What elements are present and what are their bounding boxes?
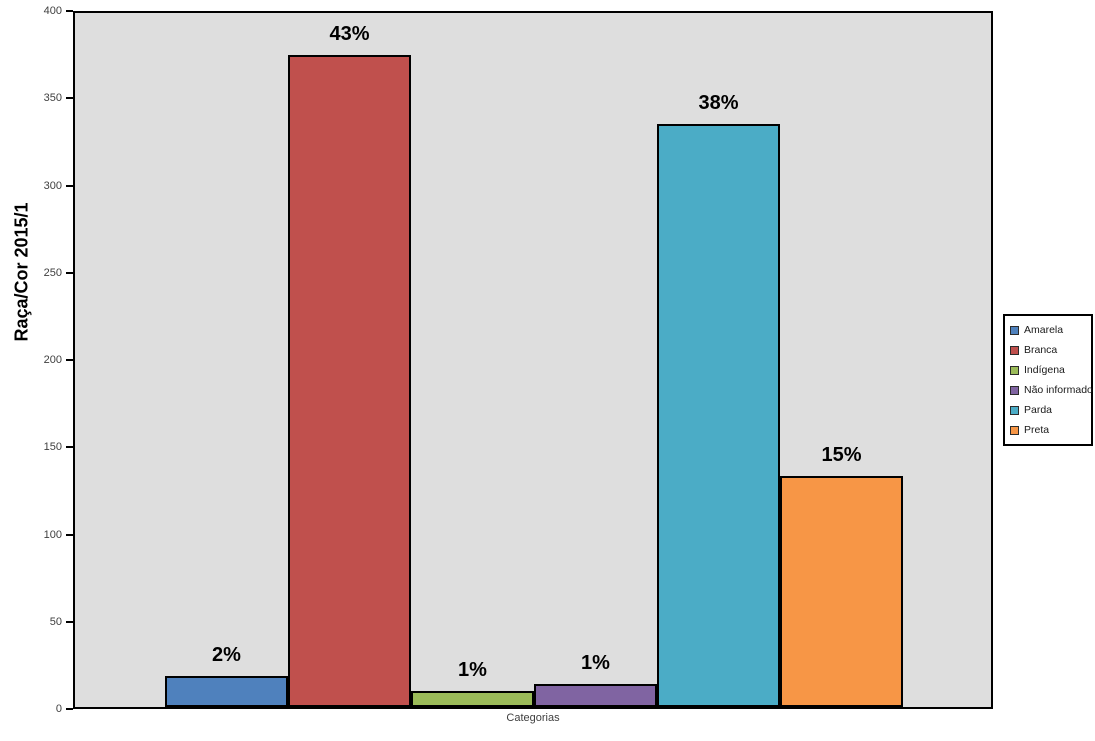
legend-swatch-icon [1010,345,1019,355]
legend-item-nao-informado: Não informado [1010,384,1093,396]
y-tick-label: 400 [43,5,62,17]
bar-value-label: 15% [821,444,862,467]
bar-preta [780,476,903,707]
y-tick-mark [66,184,73,187]
bar-value-label: 38% [698,92,739,115]
bar-branca [288,54,411,707]
legend-swatch-icon [1010,425,1019,435]
y-tick-mark [66,97,73,100]
legend-swatch-icon [1010,405,1019,415]
legend-label: Não informado [1024,384,1093,396]
y-tick-mark [66,359,73,361]
bar-value-label: 1% [458,659,487,682]
bar-indigena [411,691,534,707]
bar-value-label: 2% [212,643,241,666]
bar-group-preta: 15% [780,444,903,707]
legend-label: Indígena [1024,364,1065,376]
bar-parda [657,124,780,707]
x-axis-title: Categorias [506,712,560,724]
legend-label: Preta [1024,424,1050,436]
bar-value-label: 43% [329,22,370,45]
legend: Amarela Branca Indígena Não informado Parda P… [1003,314,1093,446]
y-tick-label: 100 [43,528,62,541]
bar-group-branca: 43% [288,23,411,707]
legend-item-branca: Branca [1010,344,1086,356]
y-tick-label: 250 [43,266,62,279]
legend-swatch-icon [1010,365,1019,375]
plot-area: 2% 43% 1% 1% 38% 15% [73,11,993,709]
y-tick-mark [66,708,73,710]
y-tick-mark [66,446,73,449]
y-tick-mark [66,10,73,12]
y-tick-label: 150 [43,441,62,454]
legend-item-preta: Preta [1010,424,1086,436]
y-tick-mark [66,533,73,536]
y-tick-label: 350 [43,92,62,105]
bar-amarela [165,675,288,707]
legend-label: Amarela [1024,324,1064,336]
legend-item-indigena: Indígena [1010,364,1086,376]
y-tick-label: 300 [43,179,62,192]
bar-group-amarela: 2% [165,644,288,707]
y-tick-label: 0 [55,703,62,715]
bar-group-nao-informado: 1% [534,652,657,707]
bar-group-indigena: 1% [411,659,534,707]
bar-group-parda: 38% [657,92,780,707]
legend-item-parda: Parda [1010,404,1086,416]
y-tick-label: 50 [49,615,62,628]
legend-label: Branca [1024,344,1058,356]
bar-value-label: 1% [581,652,610,675]
y-tick-label: 200 [43,354,62,366]
bar-nao-informado [534,684,657,707]
bar-series: 2% 43% 1% 1% 38% 15% [75,13,991,707]
legend-item-amarela: Amarela [1010,324,1086,336]
legend-label: Parda [1024,404,1053,416]
y-tick-mark [66,620,73,623]
legend-swatch-icon [1010,385,1019,395]
legend-swatch-icon [1010,325,1019,335]
y-tick-mark [66,271,73,274]
